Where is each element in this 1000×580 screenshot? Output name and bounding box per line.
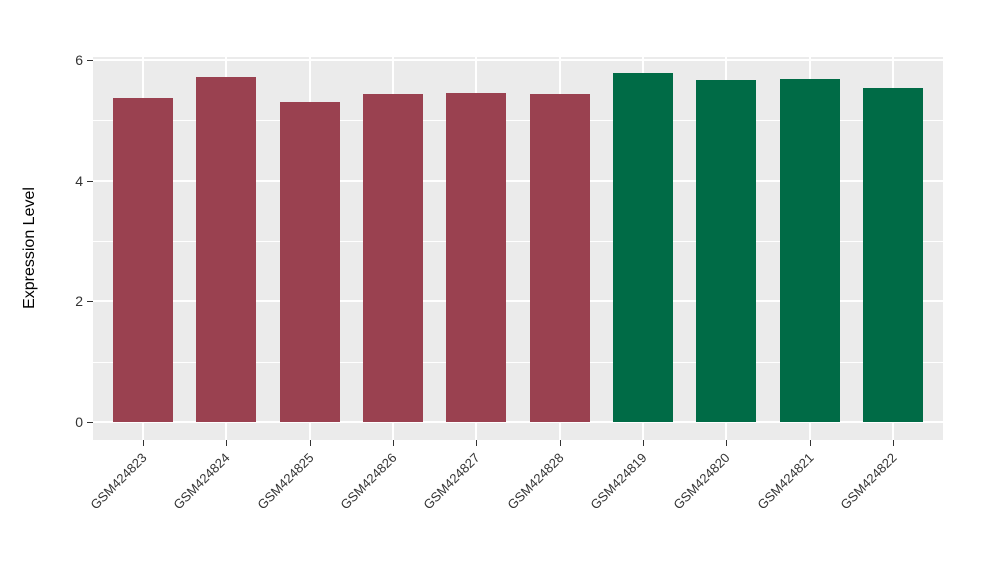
y-tick-label: 2 [75, 293, 83, 309]
y-tick-mark [87, 60, 93, 61]
x-tick-mark [143, 440, 144, 446]
plot-panel [93, 57, 943, 440]
bar-GSM424820 [696, 80, 756, 422]
y-tick-label: 4 [75, 173, 83, 189]
gridline-minor [93, 241, 943, 242]
x-tick-mark [560, 440, 561, 446]
gridline-major [93, 421, 943, 423]
x-tick-mark [226, 440, 227, 446]
bar-GSM424824 [196, 77, 256, 422]
bar-GSM424825 [280, 102, 340, 422]
bar-GSM424819 [613, 73, 673, 422]
x-tick-mark [893, 440, 894, 446]
bar-GSM424821 [780, 79, 840, 422]
gridline-major [93, 59, 943, 61]
gridline-minor [93, 361, 943, 363]
bar-GSM424826 [363, 94, 423, 422]
y-tick-mark [87, 301, 93, 302]
x-tick-mark [393, 440, 394, 446]
y-axis-title: Expression Level [21, 187, 38, 309]
bar-GSM424822 [863, 88, 923, 422]
x-tick-mark [476, 440, 477, 446]
bar-GSM424823 [113, 98, 173, 422]
x-tick-mark [726, 440, 727, 446]
y-tick-label: 0 [75, 414, 83, 430]
y-tick-label: 6 [75, 52, 83, 68]
y-tick-mark [87, 181, 93, 182]
y-tick-mark [87, 422, 93, 423]
gridline-major [93, 179, 943, 182]
gridline-major [93, 300, 943, 303]
x-tick-mark [310, 440, 311, 446]
gridline-minor [93, 120, 943, 122]
x-tick-mark [810, 440, 811, 446]
bar-GSM424827 [446, 93, 506, 422]
x-tick-mark [643, 440, 644, 446]
bar-GSM424828 [530, 94, 590, 422]
